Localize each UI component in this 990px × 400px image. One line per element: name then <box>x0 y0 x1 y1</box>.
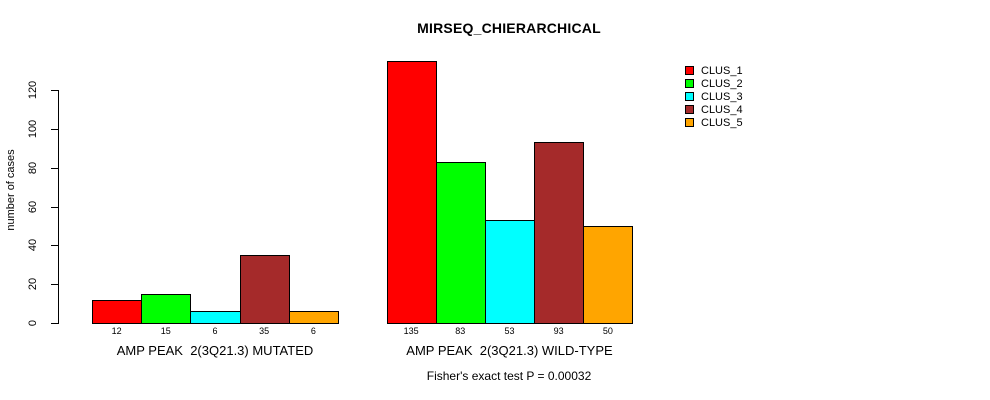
legend-swatch-clus_5 <box>685 118 694 127</box>
legend-swatch-clus_4 <box>685 105 694 114</box>
legend-label: CLUS_4 <box>701 103 743 116</box>
bar-clus_2 <box>435 161 486 324</box>
legend-item: CLUS_2 <box>685 77 743 90</box>
fisher-test-annotation: Fisher's exact test P = 0.00032 <box>426 369 592 383</box>
bar-clus_3 <box>190 311 241 324</box>
legend-label: CLUS_1 <box>701 64 743 77</box>
bar-value-label: 12 <box>111 326 122 336</box>
bar-clus_3 <box>484 220 536 324</box>
legend-swatch-clus_1 <box>685 66 694 75</box>
y-tick-label: 60 <box>27 200 39 213</box>
y-tick-mark <box>51 245 58 247</box>
bar-value-label: 83 <box>455 326 466 336</box>
legend-item: CLUS_3 <box>685 90 743 103</box>
legend-item: CLUS_1 <box>685 64 743 77</box>
bar-clus_4 <box>534 142 585 324</box>
legend-label: CLUS_5 <box>701 116 743 129</box>
bar-value-label: 6 <box>310 326 316 336</box>
bar-clus_1 <box>92 299 143 324</box>
y-tick-mark <box>51 167 58 169</box>
legend-item: CLUS_5 <box>685 116 743 129</box>
legend-swatch-clus_2 <box>685 79 694 88</box>
group-axis-label: AMP PEAK 2(3Q21.3) WILD-TYPE <box>406 343 613 358</box>
y-tick-mark <box>51 284 58 286</box>
legend-item: CLUS_4 <box>685 103 743 116</box>
group-axis-label: AMP PEAK 2(3Q21.3) MUTATED <box>116 343 314 358</box>
bar-value-label: 135 <box>403 326 419 336</box>
chart-title: MIRSEQ_CHIERARCHICAL <box>417 20 601 36</box>
y-tick-label: 40 <box>27 239 39 252</box>
bar-clus_1 <box>386 60 437 324</box>
bar-clus_5 <box>288 311 339 324</box>
y-tick-label: 120 <box>27 80 39 100</box>
legend-label: CLUS_3 <box>701 90 743 103</box>
bar-value-label: 6 <box>212 326 218 336</box>
bar-clus_5 <box>583 225 634 324</box>
bar-value-label: 50 <box>602 326 613 336</box>
y-tick-label: 100 <box>27 119 39 139</box>
legend: CLUS_1 CLUS_2 CLUS_3 CLUS_4 CLUS_5 <box>685 64 743 129</box>
bar-value-label: 35 <box>259 326 270 336</box>
y-tick-label: 20 <box>27 278 39 291</box>
legend-label: CLUS_2 <box>701 77 743 90</box>
y-tick-label: 80 <box>27 161 39 174</box>
y-tick-mark <box>51 128 58 130</box>
y-axis <box>58 90 59 324</box>
y-tick-label: 0 <box>27 319 39 327</box>
bar-value-label: 93 <box>553 326 564 336</box>
y-axis-label: number of cases <box>5 149 17 231</box>
bar-clus_4 <box>239 255 290 324</box>
bar-clus_2 <box>141 293 192 324</box>
y-tick-mark <box>51 90 58 91</box>
legend-swatch-clus_3 <box>685 92 694 101</box>
bar-value-label: 15 <box>160 326 171 336</box>
y-tick-mark <box>51 323 58 324</box>
y-tick-mark <box>51 206 58 208</box>
bar-value-label: 53 <box>504 326 515 336</box>
